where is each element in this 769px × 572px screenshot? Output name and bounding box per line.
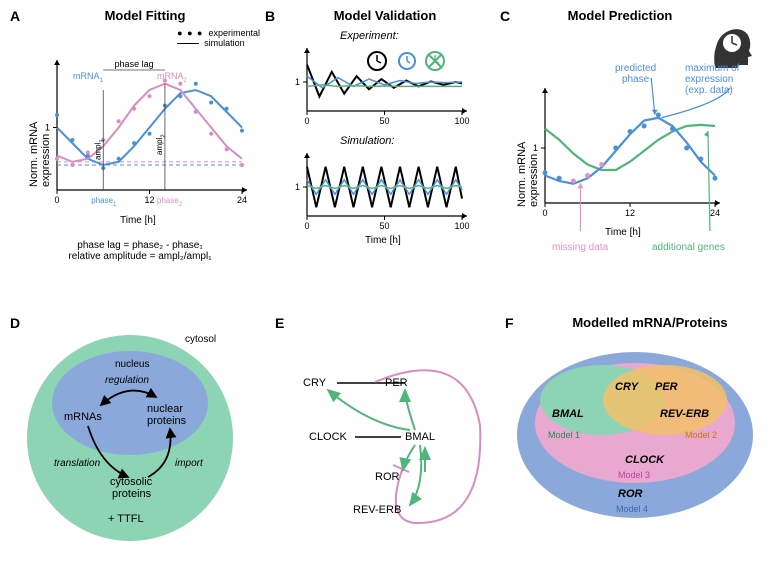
a-note: phase lag = phase₂ - phase₁ relative amp… — [30, 240, 250, 262]
f-m1: Model 1 — [548, 430, 580, 440]
f-cry: CRY — [615, 381, 640, 393]
f-m4: Model 4 — [616, 504, 648, 514]
e-bmal: BMAL — [405, 431, 435, 443]
f-bmal: BMAL — [552, 408, 584, 420]
a-note2: relative amplitude = ampl₂/ampl₁ — [30, 251, 250, 262]
legend-exp: experimental — [208, 28, 260, 38]
panel-a: A Model Fitting ● ● ● experimental simul… — [10, 5, 260, 285]
panel-c: C Model Prediction 012241 Norm. mRNA exp… — [500, 5, 765, 285]
chart-a: 012241phase lagampl1ampl2mRNA1mRNA2phase… — [45, 55, 255, 205]
panel-b-title: Model Validation — [295, 8, 475, 23]
svg-text:phase lag: phase lag — [115, 59, 154, 69]
svg-text:mRNA2: mRNA2 — [157, 71, 188, 84]
svg-text:phase2: phase2 — [157, 196, 183, 208]
c-pred-phase: predictedphase — [615, 63, 656, 85]
f-m2: Model 2 — [685, 430, 717, 440]
panel-e-label: E — [275, 315, 284, 331]
svg-text:100: 100 — [454, 116, 469, 126]
e-cry: CRY — [303, 377, 327, 389]
e-per: PER — [385, 377, 408, 389]
panel-d-label: D — [10, 315, 20, 331]
a-xlabel: Time [h] — [120, 215, 156, 226]
svg-text:0: 0 — [542, 208, 547, 218]
d-cytosol: cytosol — [185, 334, 216, 345]
svg-text:phase1: phase1 — [91, 196, 117, 208]
e-clock: CLOCK — [309, 431, 348, 443]
panel-c-label: C — [500, 8, 510, 24]
a-note1: phase lag = phase₂ - phase₁ — [30, 240, 250, 251]
svg-text:mRNA1: mRNA1 — [73, 71, 104, 84]
f-per: PER — [655, 381, 678, 393]
panel-b: B Model Validation Experiment: 0501001 S… — [265, 5, 495, 285]
d-nucpro: nuclearproteins — [147, 403, 187, 427]
network-diagram: CRY PER CLOCK BMAL ROR REV-ERB — [275, 330, 505, 550]
chart-b-exp: 0501001 — [295, 45, 475, 120]
c-missing: missing data — [552, 242, 608, 253]
d-ttfl: + TTFL — [108, 513, 144, 525]
d-translation: translation — [54, 458, 101, 469]
legend-sim: simulation — [204, 38, 245, 48]
svg-text:12: 12 — [144, 195, 154, 205]
d-import: import — [175, 458, 204, 469]
svg-text:1: 1 — [295, 182, 300, 192]
c-additional: additional genes — [652, 242, 725, 253]
svg-text:24: 24 — [237, 195, 247, 205]
f-reverb: REV-ERB — [660, 408, 709, 420]
panel-f-title: Modelled mRNA/Proteins — [545, 315, 755, 330]
svg-text:50: 50 — [379, 116, 389, 126]
d-mrnas: mRNAs — [64, 411, 102, 423]
e-reverb: REV-ERB — [353, 504, 401, 516]
legend-a: ● ● ● experimental simulation — [177, 28, 260, 48]
panel-a-title: Model Fitting — [50, 8, 240, 23]
panel-e: E CRY PER CLOCK BMAL ROR REV-ERB — [275, 315, 505, 565]
svg-text:50: 50 — [379, 221, 389, 231]
panel-c-title: Model Prediction — [530, 8, 710, 23]
c-ylabel: Norm. mRNA expression — [516, 87, 540, 207]
svg-text:0: 0 — [304, 116, 309, 126]
chart-b-sim: 0501001 — [295, 150, 475, 225]
b-sim-title: Simulation: — [340, 135, 394, 147]
f-clock: CLOCK — [625, 454, 665, 466]
panel-d: D cytosol nucleus regulation mRNAs nucle… — [10, 315, 260, 565]
d-cytpro: cytosolicproteins — [110, 476, 153, 500]
c-max-expr: maximum ofexpression(exp. data) — [685, 63, 739, 96]
f-m3: Model 3 — [618, 470, 650, 480]
b-xlabel: Time [h] — [365, 235, 401, 246]
svg-text:0: 0 — [304, 221, 309, 231]
d-nucleus: nucleus — [115, 359, 149, 370]
panel-b-label: B — [265, 8, 275, 24]
cell-diagram: cytosol nucleus regulation mRNAs nuclear… — [20, 325, 250, 555]
svg-text:12: 12 — [625, 208, 635, 218]
panel-a-label: A — [10, 8, 20, 24]
c-xlabel: Time [h] — [605, 227, 641, 238]
b-exp-title: Experiment: — [340, 30, 399, 42]
svg-text:24: 24 — [710, 208, 720, 218]
chart-c: 012241 — [533, 83, 728, 218]
a-ylabel: Norm. mRNA expression — [28, 67, 52, 187]
svg-text:0: 0 — [54, 195, 59, 205]
f-ror: ROR — [618, 488, 643, 500]
e-ror: ROR — [375, 471, 400, 483]
svg-text:100: 100 — [454, 221, 469, 231]
venn-diagram: CRY PER BMAL REV-ERB Model 1 Model 2 CLO… — [510, 335, 760, 545]
panel-f-label: F — [505, 315, 514, 331]
d-regulation: regulation — [105, 375, 149, 386]
panel-f: F Modelled mRNA/Proteins CRY PER BMAL RE… — [505, 315, 765, 565]
svg-text:1: 1 — [295, 77, 300, 87]
